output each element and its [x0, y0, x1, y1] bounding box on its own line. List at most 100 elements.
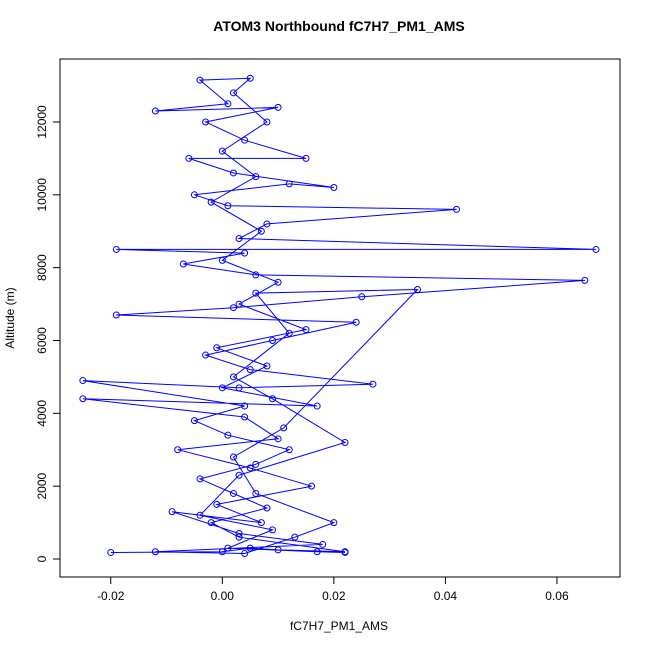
data-point [229, 453, 237, 461]
chart-title: ATOM3 Northbound fC7H7_PM1_AMS [213, 18, 465, 34]
data-point [246, 366, 254, 374]
data-point [285, 329, 293, 337]
data-point [274, 435, 282, 443]
data-point [213, 500, 221, 508]
data-point [592, 245, 600, 253]
data-point [274, 103, 282, 111]
data-point [151, 107, 159, 115]
data-point [202, 118, 210, 126]
data-point [352, 318, 360, 326]
data-point [229, 489, 237, 497]
data-point [330, 184, 338, 192]
data-point [285, 446, 293, 454]
data-point [252, 289, 260, 297]
data-point [174, 446, 182, 454]
data-point [341, 438, 349, 446]
y-tick-label: 10000 [35, 178, 49, 212]
data-line [82, 77, 597, 555]
data-point [229, 373, 237, 381]
data-point [179, 260, 187, 268]
data-point [319, 540, 327, 548]
data-point [246, 544, 254, 552]
data-point [241, 249, 249, 257]
data-point [246, 74, 254, 82]
data-point [224, 544, 232, 552]
x-tick-label: 0.00 [211, 589, 235, 603]
y-tick-label: 0 [35, 555, 49, 562]
data-point [263, 504, 271, 512]
data-point [190, 417, 198, 425]
data-point [241, 402, 249, 410]
data-point [269, 526, 277, 534]
data-point [196, 511, 204, 519]
data-point [246, 464, 254, 472]
data-point [168, 508, 176, 516]
y-tick-label: 2000 [35, 472, 49, 499]
data-point [341, 548, 349, 556]
data-point [263, 118, 271, 126]
x-tick-label: -0.02 [97, 589, 125, 603]
data-point [207, 519, 215, 527]
data-point [224, 100, 232, 108]
y-tick-label: 4000 [35, 400, 49, 427]
data-point [196, 76, 204, 84]
data-point [235, 533, 243, 541]
data-point [202, 351, 210, 359]
y-axis-label: Altitude (m) [3, 287, 17, 348]
y-tick-label: 8000 [35, 254, 49, 281]
data-point [224, 202, 232, 210]
data-point [241, 413, 249, 421]
data-point [235, 235, 243, 243]
data-point [414, 286, 422, 294]
data-point [330, 519, 338, 527]
data-point [241, 550, 249, 558]
data-point [224, 431, 232, 439]
data-point [218, 384, 226, 392]
data-point [302, 154, 310, 162]
data-point [274, 278, 282, 286]
data-point [207, 198, 215, 206]
data-point [453, 205, 461, 213]
data-point [263, 220, 271, 228]
data-point [257, 227, 265, 235]
data-point [235, 530, 243, 538]
data-point [280, 424, 288, 432]
data-point [112, 311, 120, 319]
data-point [235, 471, 243, 479]
x-tick-label: 0.06 [545, 589, 569, 603]
data-point [302, 326, 310, 334]
data-point [229, 304, 237, 312]
data-point [196, 475, 204, 483]
data-point [252, 271, 260, 279]
data-point [285, 180, 293, 188]
data-point [274, 546, 282, 554]
data-point [218, 548, 226, 556]
data-point [252, 489, 260, 497]
data-point [229, 169, 237, 177]
data-point [185, 154, 193, 162]
data-point [313, 548, 321, 556]
data-point [291, 533, 299, 541]
plot-frame [59, 58, 621, 578]
data-point [358, 293, 366, 301]
data-point [213, 344, 221, 352]
data-point [581, 276, 589, 284]
data-point [112, 245, 120, 253]
data-point [269, 395, 277, 403]
x-axis-label: fC7H7_PM1_AMS [290, 619, 388, 633]
y-tick-label: 12000 [35, 105, 49, 139]
x-tick-label: 0.02 [322, 589, 346, 603]
data-point [263, 362, 271, 370]
data-point [190, 191, 198, 199]
y-tick-label: 6000 [35, 327, 49, 354]
data-point [252, 460, 260, 468]
data-point [107, 548, 115, 556]
data-point [79, 377, 87, 385]
data-point [257, 519, 265, 527]
data-point [218, 256, 226, 264]
data-point [313, 402, 321, 410]
x-tick-label: 0.04 [434, 589, 458, 603]
data-point [235, 384, 243, 392]
